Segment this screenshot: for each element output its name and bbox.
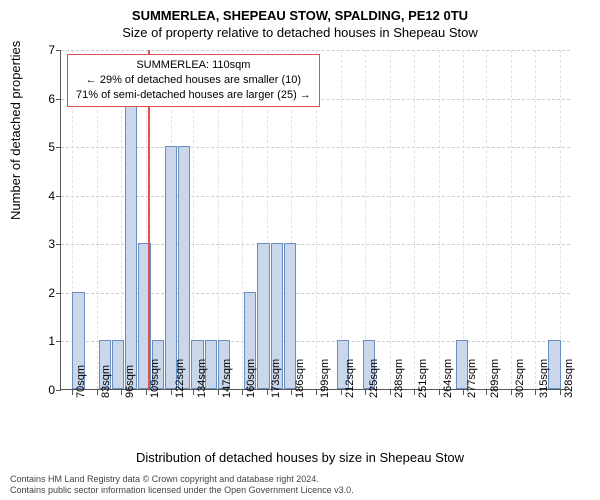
- x-axis-label: Distribution of detached houses by size …: [0, 450, 600, 465]
- xtick-mark: [97, 390, 98, 395]
- plot-area: SUMMERLEA: 110sqm← 29% of detached house…: [60, 50, 570, 390]
- histogram-bar: [257, 243, 269, 389]
- xtick-label: 147sqm: [221, 359, 233, 398]
- xtick-label: 212sqm: [344, 359, 356, 398]
- ytick-mark: [56, 341, 61, 342]
- xtick-mark: [193, 390, 194, 395]
- legend-line2: ← 29% of detached houses are smaller (10…: [76, 73, 311, 88]
- ytick-mark: [56, 293, 61, 294]
- xtick-label: 315sqm: [538, 359, 550, 398]
- xtick-label: 199sqm: [319, 359, 331, 398]
- xtick-label: 96sqm: [124, 365, 136, 398]
- ytick-mark: [56, 50, 61, 51]
- xtick-label: 109sqm: [149, 359, 161, 398]
- xtick-label: 264sqm: [442, 359, 454, 398]
- ytick-mark: [56, 99, 61, 100]
- xtick-mark: [72, 390, 73, 395]
- y-axis-label: Number of detached properties: [8, 41, 23, 220]
- xtick-label: 83sqm: [100, 365, 112, 398]
- page-subtitle: Size of property relative to detached ho…: [0, 23, 600, 40]
- xtick-label: 70sqm: [75, 365, 87, 398]
- footer-line2: Contains public sector information licen…: [10, 485, 354, 496]
- xtick-mark: [267, 390, 268, 395]
- gridline-v: [486, 50, 487, 389]
- gridline-v: [365, 50, 366, 389]
- ytick-label: 5: [35, 140, 55, 154]
- page-title: SUMMERLEA, SHEPEAU STOW, SPALDING, PE12 …: [0, 0, 600, 23]
- xtick-label: 302sqm: [514, 359, 526, 398]
- ytick-mark: [56, 390, 61, 391]
- histogram-bar: [112, 340, 124, 389]
- xtick-label: 238sqm: [393, 359, 405, 398]
- xtick-mark: [439, 390, 440, 395]
- ytick-mark: [56, 244, 61, 245]
- ytick-mark: [56, 147, 61, 148]
- xtick-label: 134sqm: [196, 359, 208, 398]
- xtick-mark: [463, 390, 464, 395]
- gridline-v: [560, 50, 561, 389]
- ytick-label: 0: [35, 383, 55, 397]
- histogram-bar: [548, 340, 560, 389]
- gridline-v: [535, 50, 536, 389]
- gridline-v: [439, 50, 440, 389]
- gridline-v: [414, 50, 415, 389]
- xtick-mark: [365, 390, 366, 395]
- ytick-mark: [56, 196, 61, 197]
- footer: Contains HM Land Registry data © Crown c…: [10, 474, 354, 496]
- footer-line1: Contains HM Land Registry data © Crown c…: [10, 474, 354, 485]
- xtick-label: 225sqm: [368, 359, 380, 398]
- xtick-mark: [242, 390, 243, 395]
- xtick-mark: [535, 390, 536, 395]
- gridline-v: [463, 50, 464, 389]
- xtick-mark: [390, 390, 391, 395]
- gridline-v: [390, 50, 391, 389]
- histogram-bar: [165, 146, 177, 389]
- xtick-mark: [486, 390, 487, 395]
- legend-line1: SUMMERLEA: 110sqm: [76, 58, 311, 73]
- xtick-mark: [560, 390, 561, 395]
- xtick-mark: [218, 390, 219, 395]
- xtick-mark: [341, 390, 342, 395]
- gridline-v: [341, 50, 342, 389]
- ytick-label: 7: [35, 43, 55, 57]
- legend-line3: 71% of semi-detached houses are larger (…: [76, 88, 311, 103]
- xtick-label: 328sqm: [563, 359, 575, 398]
- xtick-mark: [316, 390, 317, 395]
- ytick-label: 6: [35, 92, 55, 106]
- ytick-label: 3: [35, 237, 55, 251]
- xtick-label: 160sqm: [245, 359, 257, 398]
- xtick-mark: [291, 390, 292, 395]
- xtick-label: 186sqm: [294, 359, 306, 398]
- histogram-bar: [125, 98, 137, 389]
- ytick-label: 1: [35, 334, 55, 348]
- legend-box: SUMMERLEA: 110sqm← 29% of detached house…: [67, 54, 320, 107]
- xtick-label: 251sqm: [417, 359, 429, 398]
- xtick-label: 173sqm: [270, 359, 282, 398]
- xtick-mark: [146, 390, 147, 395]
- xtick-mark: [511, 390, 512, 395]
- xtick-label: 122sqm: [174, 359, 186, 398]
- xtick-mark: [414, 390, 415, 395]
- xtick-mark: [121, 390, 122, 395]
- ytick-label: 2: [35, 286, 55, 300]
- chart-container: SUMMERLEA, SHEPEAU STOW, SPALDING, PE12 …: [0, 0, 600, 500]
- xtick-label: 289sqm: [489, 359, 501, 398]
- xtick-mark: [171, 390, 172, 395]
- gridline-v: [511, 50, 512, 389]
- ytick-label: 4: [35, 189, 55, 203]
- histogram-bar: [178, 146, 190, 389]
- xtick-label: 277sqm: [466, 359, 478, 398]
